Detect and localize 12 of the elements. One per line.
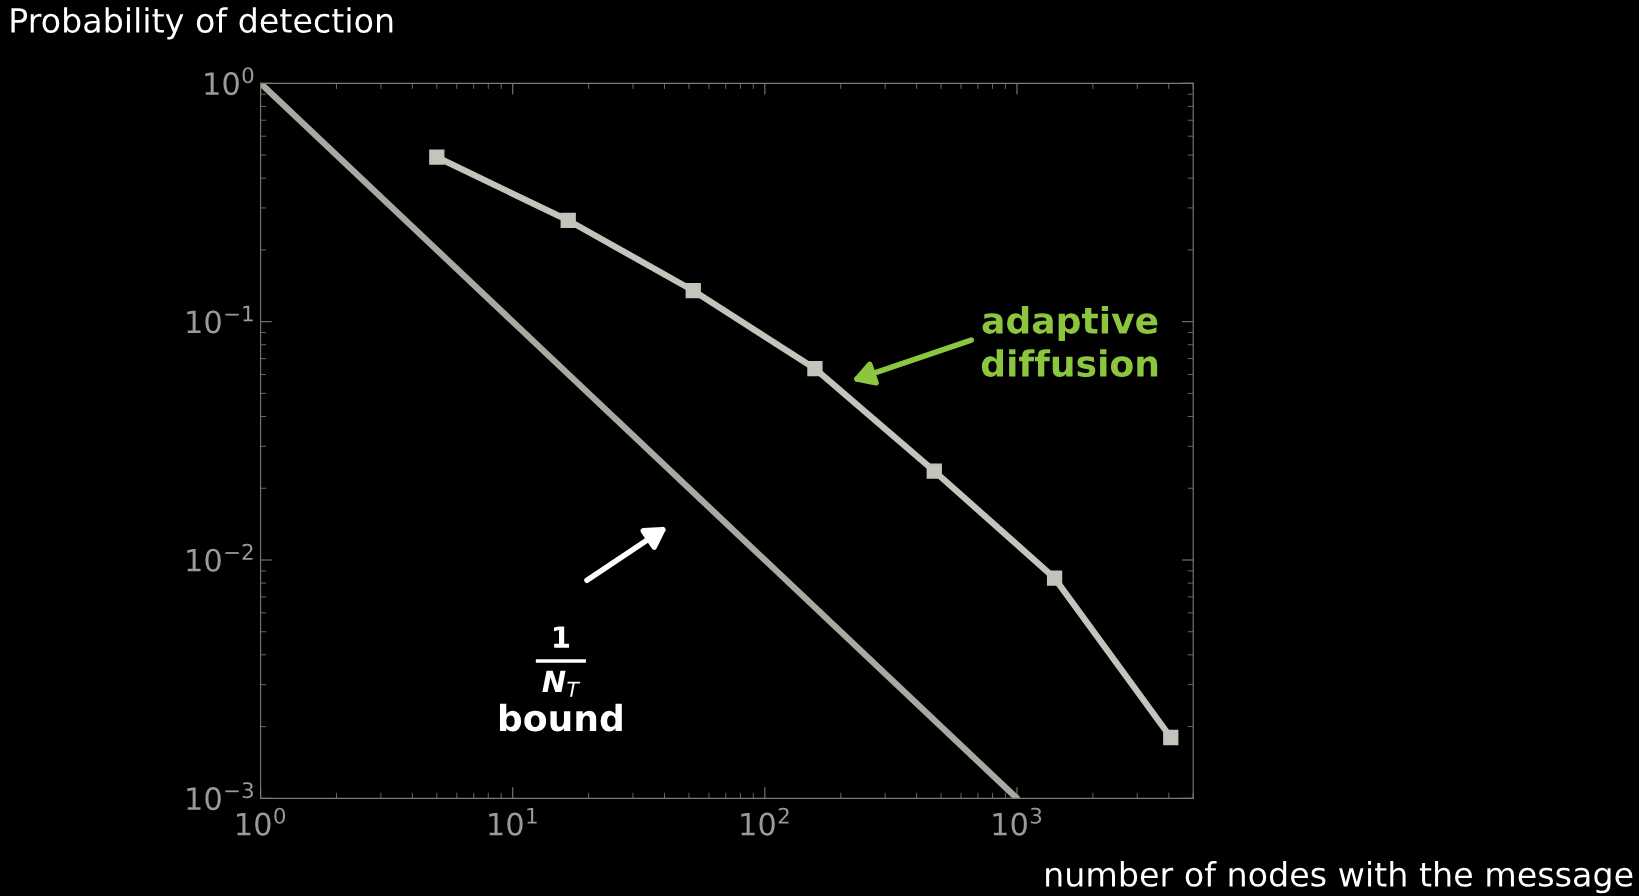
- annotation: adaptive diffusion: [981, 305, 1158, 378]
- x-tick-label: 10$^{2}$: [741, 807, 789, 836]
- y-tick-label: 10$^{0}$: [205, 67, 254, 96]
- annotation: 1: [554, 626, 570, 648]
- y-tick-label: 10$^{−2}$: [187, 543, 253, 572]
- annotation: bound: [499, 703, 622, 732]
- x-tick-label: 10$^{3}$: [993, 807, 1042, 836]
- y-tick-label: 10$^{−1}$: [187, 305, 253, 334]
- x-axis-title: number of nodes with the message: [1046, 861, 1633, 894]
- x-tick-label: 10$^{1}$: [489, 807, 537, 836]
- y-axis-title: Probability of detection: [11, 7, 393, 40]
- annotation: N$_{T}$: [542, 670, 581, 697]
